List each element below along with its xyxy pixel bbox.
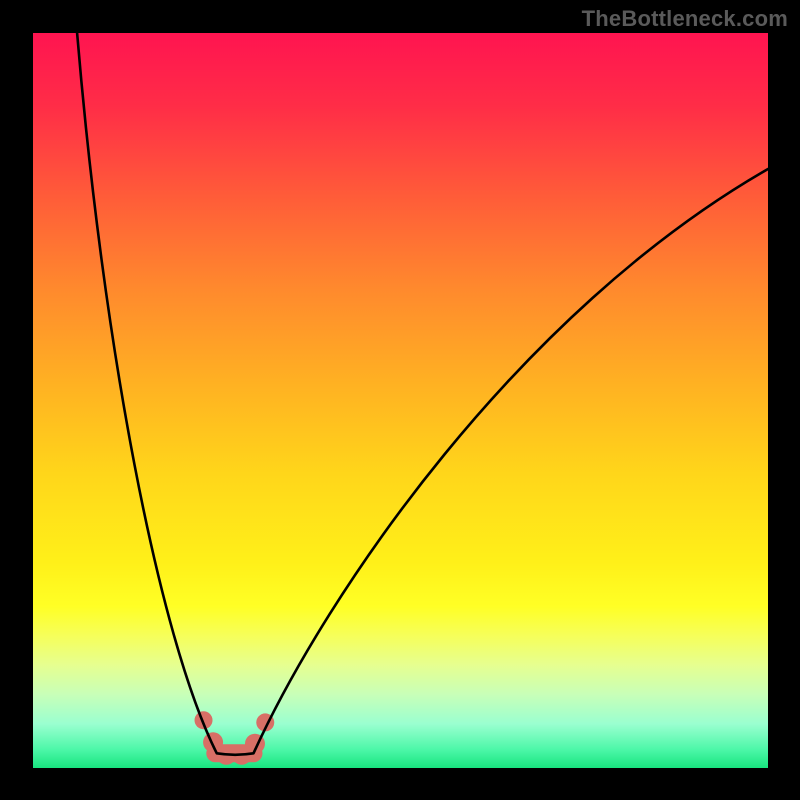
chart-wrapper: TheBottleneck.com bbox=[0, 0, 800, 800]
plot-background-gradient bbox=[33, 33, 768, 768]
watermark-label: TheBottleneck.com bbox=[582, 6, 788, 32]
bottleneck-chart bbox=[0, 0, 800, 800]
